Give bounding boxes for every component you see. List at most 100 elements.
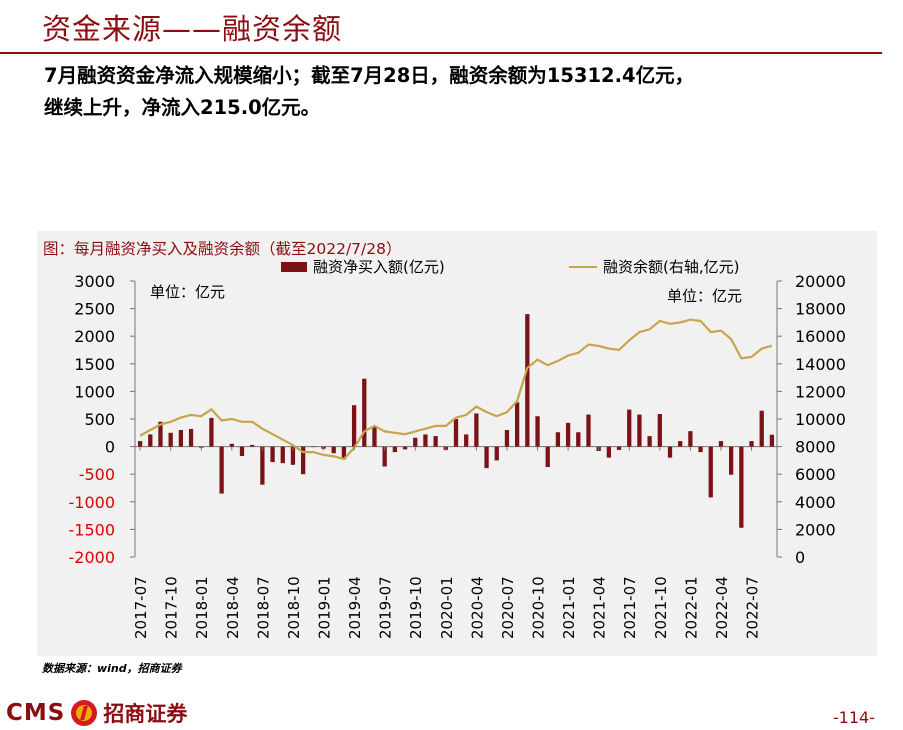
net-buy-bar [464, 434, 469, 447]
chart-title: 图：每月融资净买入及融资余额（截至2022/7/28） [43, 239, 401, 258]
net-buy-bar [239, 446, 245, 456]
net-buy-bar [474, 413, 479, 447]
net-buy-bar [423, 434, 428, 447]
net-buy-bar [739, 446, 744, 528]
x-tick-label: 2022-07 [744, 576, 762, 639]
net-buy-bar [759, 410, 764, 447]
net-buy-bar [729, 446, 734, 475]
net-buy-bar [178, 430, 183, 447]
net-buy-bar [657, 414, 662, 447]
net-buy-bar [504, 430, 510, 447]
net-buy-bar [382, 446, 387, 467]
net-buy-bar [637, 414, 642, 447]
x-tick-label: 2017-10 [163, 576, 181, 639]
legend-line-label: 融资余额(右轴,亿元) [603, 258, 739, 276]
logo-chinese-name: 招商证券 [103, 702, 188, 726]
net-buy-bar [698, 446, 703, 453]
chart-svg: 图：每月融资净买入及融资余额（截至2022/7/28）融资净买入额(亿元) 融资余… [43, 239, 846, 639]
net-buy-bar [137, 441, 143, 447]
x-tick-label: 2021-04 [591, 576, 609, 639]
net-buy-bar [148, 434, 153, 447]
net-buy-bar [392, 446, 397, 453]
net-buy-bar [270, 446, 275, 463]
net-buy-bar [433, 436, 438, 447]
net-buy-bar [718, 441, 724, 447]
x-tick-label: 2018-10 [285, 576, 303, 639]
net-buy-bar [688, 431, 693, 447]
net-buy-bar [402, 446, 408, 450]
net-buy-bar [525, 314, 530, 447]
logo-mark-icon [71, 700, 98, 726]
net-buy-bar [606, 446, 611, 458]
net-buy-bar [667, 446, 673, 458]
x-tick-label: 2019-04 [346, 576, 364, 639]
net-buy-bar [290, 446, 296, 465]
right-tick-label: 6000 [795, 465, 836, 484]
right-tick-label: 0 [795, 548, 805, 567]
right-tick-label: 2000 [795, 520, 836, 539]
x-tick-label: 2018-01 [193, 576, 211, 639]
right-tick-label: 18000 [795, 300, 846, 319]
left-tick-label: 1000 [74, 382, 115, 401]
x-tick-label: 2022-04 [713, 576, 731, 639]
net-buy-bar [168, 432, 173, 447]
net-buy-bar [250, 444, 255, 447]
net-buy-bar [627, 409, 632, 447]
left-tick-label: 0 [105, 438, 115, 457]
left-tick-label: 1500 [74, 355, 115, 374]
left-tick-label: 2000 [74, 327, 115, 346]
net-buy-bar [576, 432, 581, 447]
x-tick-label: 2020-04 [468, 576, 486, 639]
left-tick-label: -2000 [69, 548, 116, 567]
x-tick-label: 2022-01 [682, 576, 700, 639]
right-tick-label: 10000 [795, 410, 846, 429]
net-buy-bar [708, 446, 713, 498]
net-buy-bar [555, 432, 561, 447]
left-tick-label: 2500 [74, 300, 115, 319]
x-tick-label: 2020-10 [530, 576, 548, 639]
legend-bar-label: 融资净买入额(亿元) [313, 258, 445, 276]
summary-line-2: 继续上升，净流入215.0亿元。 [44, 96, 321, 119]
net-buy-bar [535, 416, 540, 447]
x-tick-label: 2021-10 [652, 576, 670, 639]
right-tick-label: 14000 [795, 355, 846, 374]
left-tick-label: 500 [84, 410, 115, 429]
x-tick-label: 2018-04 [224, 576, 242, 639]
net-buy-bar [515, 402, 520, 447]
net-buy-bar [260, 446, 265, 485]
right-tick-label: 16000 [795, 327, 846, 346]
net-buy-bar [280, 446, 285, 464]
company-logo: CMS 招商证券 [6, 698, 187, 728]
summary-text: 7月融资资金净流入规模缩小；截至7月28日，融资余额为15312.4亿元， 继续… [44, 60, 884, 124]
title-divider [0, 52, 882, 54]
net-buy-bar [209, 417, 214, 447]
net-buy-bar [341, 446, 347, 460]
x-tick-label: 2020-07 [499, 576, 517, 639]
left-tick-label: 3000 [74, 272, 115, 291]
x-tick-label: 2019-10 [407, 576, 425, 639]
right-unit-label: 单位：亿元 [667, 287, 742, 305]
data-source: 数据来源：wind，招商证券 [42, 662, 182, 675]
net-buy-bar [219, 446, 224, 494]
left-unit-label: 单位：亿元 [150, 283, 225, 301]
x-tick-label: 2020-01 [438, 576, 456, 639]
left-tick-label: -1500 [69, 520, 116, 539]
x-tick-label: 2017-07 [132, 576, 150, 639]
net-buy-bar [311, 446, 316, 448]
net-buy-bar [229, 443, 234, 447]
right-tick-label: 20000 [795, 272, 846, 291]
left-tick-label: -1000 [69, 493, 116, 512]
net-buy-bar [647, 436, 652, 447]
net-buy-bar [565, 422, 571, 447]
net-buy-bar [351, 405, 357, 447]
right-tick-label: 4000 [795, 493, 836, 512]
margin-balance-line [139, 318, 773, 461]
net-buy-bar [413, 437, 418, 447]
left-tick-label: -500 [79, 465, 115, 484]
net-buy-bar [616, 446, 622, 450]
net-buy-bar [372, 426, 377, 447]
right-tick-label: 12000 [795, 382, 846, 401]
net-buy-bar [158, 421, 163, 447]
x-tick-label: 2019-07 [377, 576, 395, 639]
legend-bar-swatch [281, 262, 307, 272]
